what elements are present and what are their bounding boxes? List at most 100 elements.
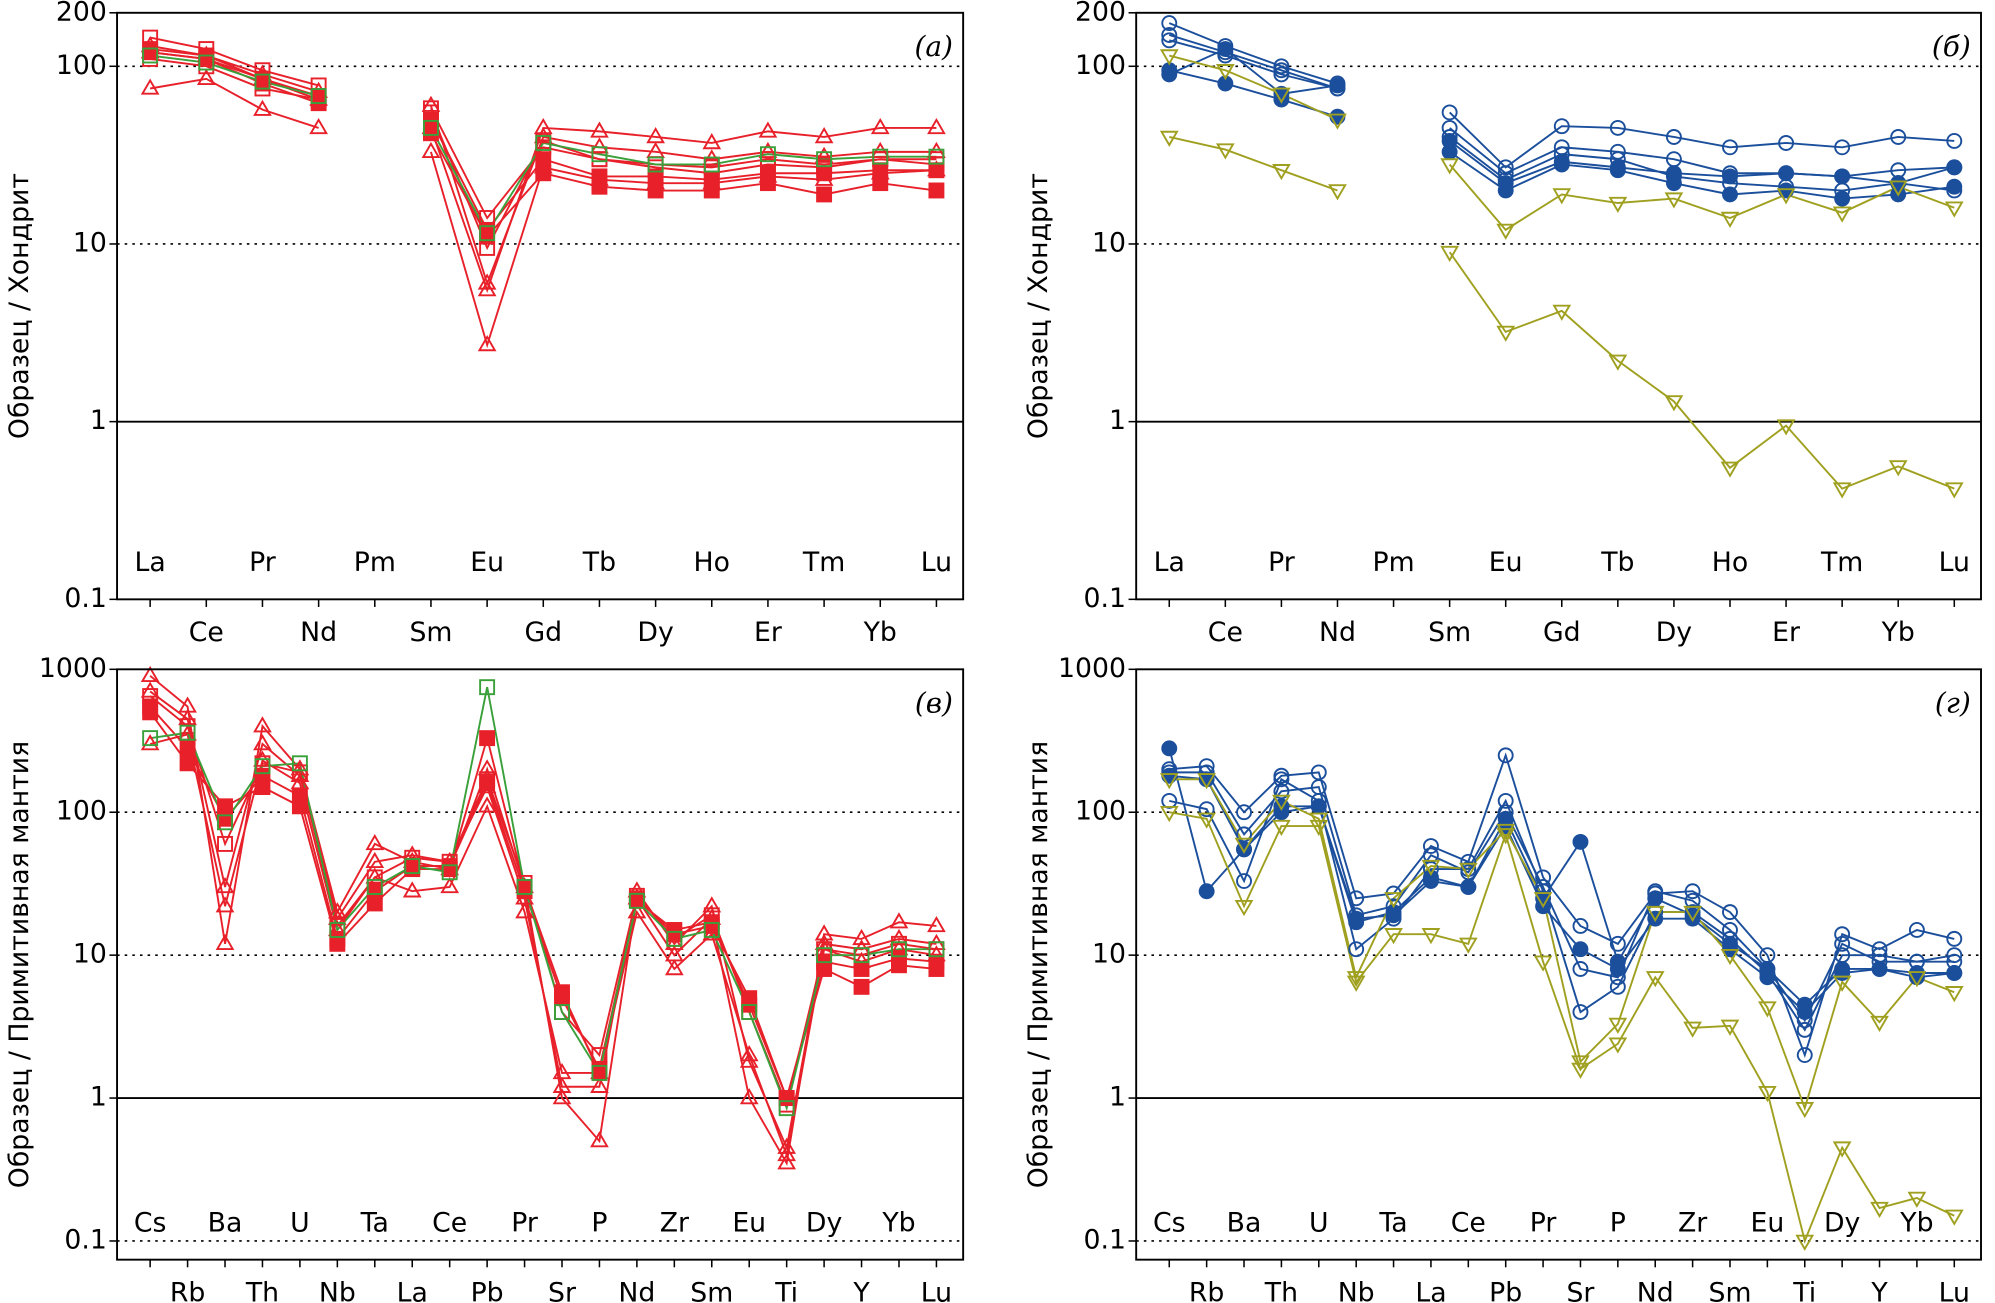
- x-tick-label: Y: [852, 1278, 870, 1303]
- marker: [253, 734, 272, 751]
- x-tick-label: La: [397, 1278, 428, 1303]
- x-tick-label: Er: [1772, 617, 1800, 648]
- marker: [1609, 143, 1626, 160]
- y-tick-label: 1: [1109, 405, 1126, 436]
- marker: [1236, 826, 1252, 843]
- x-tick-label: Ce: [432, 1208, 467, 1239]
- x-tick-label: Dy: [637, 617, 673, 648]
- marker: [1778, 165, 1795, 182]
- marker: [1722, 139, 1738, 156]
- marker: [1215, 143, 1235, 160]
- marker: [1834, 139, 1851, 156]
- marker: [441, 853, 458, 870]
- x-tick-label: Nd: [300, 617, 337, 648]
- marker: [1273, 783, 1290, 800]
- marker: [591, 168, 608, 185]
- marker: [479, 775, 496, 792]
- x-tick-label: Nd: [1319, 617, 1356, 648]
- y-tick-label: 10: [1092, 227, 1126, 258]
- marker: [777, 1153, 797, 1170]
- marker: [1834, 935, 1851, 952]
- marker: [1834, 926, 1851, 943]
- marker: [1309, 812, 1329, 829]
- marker: [441, 864, 458, 881]
- marker: [591, 1060, 608, 1077]
- x-tick-label: Th: [1264, 1278, 1298, 1303]
- marker: [1832, 1141, 1852, 1158]
- marker: [1496, 823, 1516, 841]
- marker: [889, 912, 909, 929]
- marker: [927, 117, 946, 135]
- marker: [1440, 158, 1459, 175]
- marker: [1665, 168, 1682, 185]
- marker: [1328, 184, 1347, 201]
- marker: [646, 141, 665, 159]
- series-line: [1169, 54, 1955, 232]
- marker: [1608, 196, 1628, 213]
- marker: [140, 78, 160, 95]
- panel: 0.1 1 10 100 1000 Cs Rb Ba Th U Nb Ta La Ce Pb Pr Sr P Nd Z…: [1023, 653, 1982, 1303]
- marker: [215, 877, 235, 894]
- marker: [928, 953, 945, 970]
- marker: [1161, 32, 1178, 49]
- marker: [1159, 49, 1179, 66]
- marker: [1647, 883, 1664, 900]
- marker: [590, 121, 609, 138]
- y-tick-label: 100: [56, 50, 107, 81]
- marker: [535, 135, 552, 151]
- marker: [1497, 747, 1514, 764]
- marker: [1553, 146, 1570, 163]
- x-tick-label: Cs: [1153, 1208, 1186, 1239]
- marker: [404, 858, 421, 875]
- marker: [703, 922, 720, 938]
- marker: [421, 141, 441, 159]
- marker: [1197, 773, 1216, 790]
- marker: [647, 182, 664, 199]
- marker: [741, 1004, 758, 1020]
- x-tick-label: Sm: [409, 617, 452, 648]
- marker: [1422, 847, 1439, 864]
- y-tick-label: 1: [90, 405, 107, 436]
- marker: [1722, 922, 1738, 938]
- marker: [1796, 1004, 1813, 1020]
- marker: [1497, 175, 1514, 192]
- x-tick-label: Yb: [1881, 617, 1915, 648]
- marker: [254, 758, 271, 775]
- marker: [1720, 211, 1740, 228]
- marker: [1664, 192, 1684, 209]
- marker: [140, 665, 160, 683]
- x-tick-label: Dy: [1824, 1208, 1860, 1239]
- marker: [423, 104, 439, 121]
- marker: [1572, 941, 1589, 958]
- series-line: [1168, 22, 1955, 169]
- x-tick-label: Pm: [354, 547, 396, 578]
- x-tick-label: Eu: [732, 1208, 766, 1239]
- marker: [215, 896, 235, 913]
- plot-frame: [116, 668, 965, 1261]
- marker: [402, 881, 422, 898]
- x-tick-label: Ba: [208, 1208, 243, 1239]
- x-tick-label: La: [1415, 1278, 1446, 1303]
- marker: [1535, 883, 1552, 900]
- marker: [1533, 955, 1553, 972]
- marker: [1384, 928, 1403, 945]
- y-tick-label: 100: [56, 796, 107, 827]
- marker: [1421, 859, 1441, 877]
- marker: [1795, 1101, 1815, 1119]
- x-tick-label: Ce: [1208, 617, 1243, 648]
- marker: [1832, 482, 1852, 499]
- x-tick-label: Ho: [694, 547, 730, 578]
- marker: [1778, 135, 1795, 151]
- marker: [1665, 165, 1682, 182]
- marker: [758, 121, 778, 138]
- series-line: [150, 54, 937, 236]
- x-tick-label: Sr: [1566, 1278, 1594, 1303]
- marker: [140, 734, 160, 751]
- x-tick-label: Pb: [1489, 1278, 1522, 1303]
- marker: [1161, 740, 1178, 757]
- marker: [1346, 975, 1366, 992]
- marker: [1441, 132, 1458, 149]
- series-line: [150, 58, 937, 251]
- marker: [853, 961, 870, 977]
- marker: [1273, 804, 1290, 821]
